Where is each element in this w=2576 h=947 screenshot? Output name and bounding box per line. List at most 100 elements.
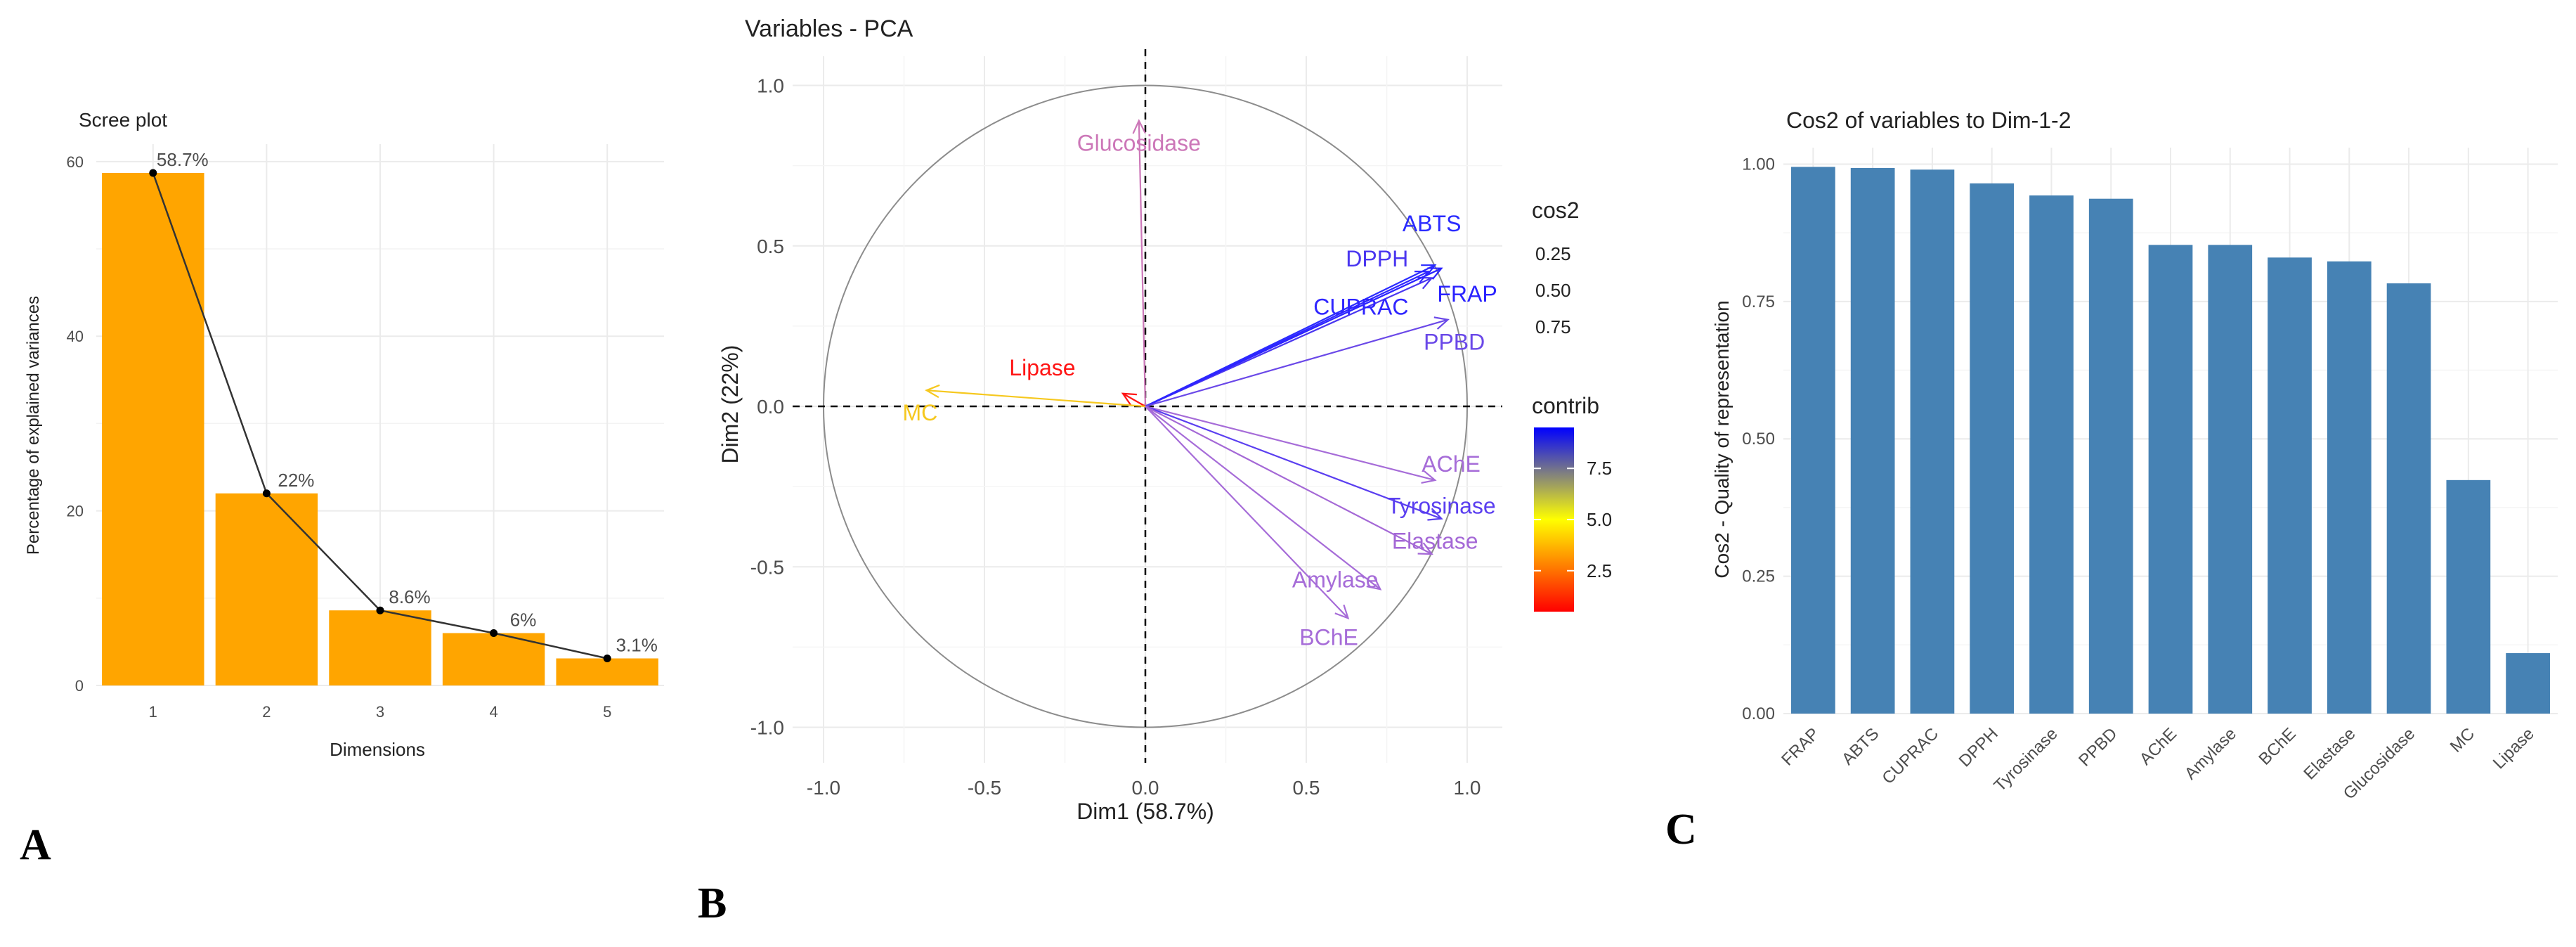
pca-arrow-shaft [1145,271,1429,407]
cos2-y-tick: 0.75 [1742,292,1775,311]
cos2-bar [1910,169,1955,714]
scree-bar [215,493,318,685]
scree-point [376,606,384,614]
pca-arrow-shaft [1145,406,1381,591]
cos2-bar [2446,479,2491,714]
pca-legend: cos2 0.25 0.50 0.75 contrib 7.5 5.0 2.5 [1532,198,1612,612]
cos2-title: Cos2 of variables to Dim-1-2 [1786,108,2071,133]
panel-a-scree-plot: Scree plot 58.7% 22% 8.6% 6% 3.1% 0 20 40 60 1 2 3… [20,109,664,869]
contrib-tick-label: 5.0 [1587,509,1612,530]
scree-point [490,629,498,637]
cos2-y-tick: 0.00 [1742,704,1775,723]
scree-x-axis-label: Dimensions [330,739,425,760]
scree-x-tick: 2 [262,703,271,721]
pca-arrow-head [1132,119,1146,134]
pca-arrow-head [1417,542,1433,555]
pca-x-tick: -1.0 [807,777,840,799]
pca-x-tick: -0.5 [968,777,1001,799]
scree-line [149,169,611,662]
pca-arrow-shaft [1145,318,1448,408]
scree-data-label: 3.1% [616,635,658,656]
cos2-bar [1791,167,1835,714]
scree-y-tick: 20 [67,503,84,520]
cos2-bar [1850,167,1895,714]
cos2-legend-label-1: 0.25 [1535,243,1571,264]
cos2-bars [1791,167,2550,714]
pca-arrow-shaft [1138,120,1147,407]
cos2-bar [2327,261,2372,714]
scree-data-label: 8.6% [389,586,430,607]
scree-x-tick: 5 [603,703,611,721]
cos2-legend-label-3: 0.75 [1535,316,1571,337]
pca-arrow-head [1366,576,1382,591]
cos2-x-tick: FRAP [1778,724,1823,769]
panel-b-pca-variables: Variables - PCA -1.0 -0.5 0.0 0.5 1.0 -1.0 -0.… [698,15,1612,927]
pca-variable-label: CUPRAC [1313,294,1408,319]
pca-arrow-head [925,384,940,399]
cos2-bar [1970,183,2015,714]
scree-x-tick: 3 [376,703,384,721]
cos2-y-axis-label: Cos2 - Quality of representation [1711,300,1733,578]
pca-variable-label: MC [903,400,938,425]
scree-x-tick: 4 [489,703,497,721]
cos2-x-tick: DPPH [1956,724,2002,771]
pca-y-tick: -0.5 [750,556,784,578]
pca-arrow-shaft [1145,405,1436,482]
pca-arrow-shaft [1145,277,1433,408]
pca-variable-label: Glucosidase [1077,131,1201,156]
cos2-y-tick: 1.00 [1742,155,1775,174]
pca-arrow-shaft [1145,406,1349,619]
pca-arrow-head [1334,604,1350,620]
panel-letter-a: A [20,821,51,869]
pca-y-tick: -1.0 [750,717,784,739]
pca-ticks: -1.0 -0.5 0.0 0.5 1.0 -1.0 -0.5 0.0 0.5 1.0 [750,75,1481,799]
pca-arrow-head [1433,316,1450,330]
scree-data-labels: 58.7% 22% 8.6% 6% 3.1% [157,149,658,656]
scree-point [603,655,611,662]
cos2-x-tick: Tyrosinase [1991,724,2062,795]
scree-bar [556,658,658,685]
scree-plot-title: Scree plot [79,109,167,131]
cos2-x-tick: CUPRAC [1878,724,1942,788]
pca-arrow-head [1421,470,1437,484]
pca-arrow-head [1421,264,1437,277]
pca-variable-labels: Glucosidase ABTS DPPH FRAP CUPRAC PPBD Lipase M… [903,131,1497,650]
panel-c-cos2: Cos2 of variables to Dim-1-2 0.00 0.25 0.5… [1665,108,2558,853]
cos2-x-tick: Elastase [2300,724,2359,783]
cos2-x-tick: Amylase [2181,724,2240,783]
scree-data-label: 22% [278,470,314,491]
pca-variable-label: BChE [1299,625,1358,650]
pca-arrow-shaft [1145,406,1433,555]
panel-letter-b: B [698,880,727,927]
scree-y-tick: 0 [75,677,84,695]
pca-y-tick: 0.5 [757,236,784,257]
pca-y-tick: 1.0 [757,75,784,97]
pca-arrow-shaft [1145,405,1442,520]
pca-arrow-shaft [1122,392,1146,407]
pca-variable-label: Lipase [1009,355,1075,380]
scree-bar [102,172,204,685]
pca-variable-label: Elastase [1392,529,1478,554]
pca-variable-label: AChE [1422,451,1481,477]
scree-bar [329,610,431,685]
cos2-x-tick: AChE [2136,724,2180,768]
panel-letter-c: C [1665,806,1697,853]
pca-title: Variables - PCA [745,15,913,42]
pca-y-axis-label: Dim2 (22%) [717,345,743,464]
scree-point [149,169,157,177]
cos2-bar [2088,198,2133,714]
pca-variable-label: ABTS [1403,211,1462,236]
scree-y-tick: 60 [67,153,84,171]
contrib-ticks: 7.5 5.0 2.5 [1534,458,1612,581]
pca-arrow-head [1427,267,1443,280]
pca-y-tick: 0.0 [757,396,784,418]
cos2-bar [2386,283,2431,714]
scree-data-label: 6% [510,609,537,630]
cos2-x-tick: Lipase [2490,724,2538,773]
pca-variable-label: DPPH [1346,246,1408,271]
pca-x-tick: 0.0 [1132,777,1159,799]
pca-variable-label: PPBD [1424,330,1485,355]
scree-ticks: 0 20 40 60 1 2 3 4 5 [67,153,612,721]
pca-x-tick: 0.5 [1293,777,1320,799]
